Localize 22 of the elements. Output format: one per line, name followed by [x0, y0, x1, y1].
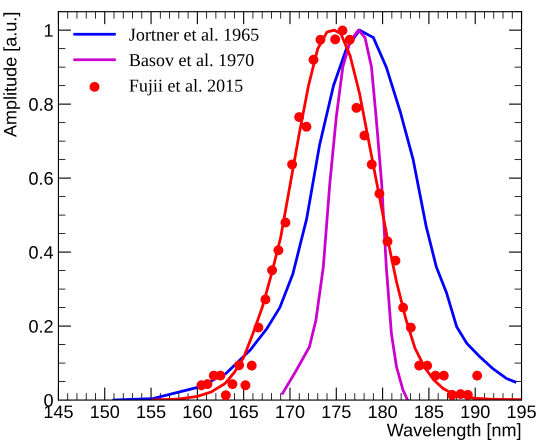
- x-tick-label: 190: [462, 405, 490, 418]
- legend-label: Jortner et al. 1965: [129, 28, 259, 41]
- x-tick-label: 165: [230, 405, 258, 418]
- legend-label: Basov et al. 1970: [129, 54, 254, 66]
- y-tick-label: 0.2: [29, 320, 53, 333]
- x-tick-label: 180: [368, 405, 397, 418]
- x-tick-label: 155: [137, 406, 166, 418]
- x-tick-label: 160: [184, 405, 212, 418]
- y-tick-label: 1: [44, 24, 53, 37]
- x-tick-label: 185: [415, 405, 444, 418]
- x-tick-label: 195: [508, 405, 536, 418]
- y-tick-label: 0: [44, 394, 53, 407]
- y-tick-label: 0.6: [29, 172, 53, 185]
- y-tick-label: 0.8: [29, 98, 53, 111]
- x-axis-title: Wavelength [nm]: [386, 423, 520, 440]
- x-tick-label: 150: [91, 405, 120, 418]
- y-tick-label: 0.4: [29, 246, 54, 259]
- x-tick-label: 145: [44, 406, 73, 418]
- y-axis-title: Amplitude [a.u.]: [3, 12, 20, 138]
- x-tick-label: 175: [322, 406, 351, 418]
- x-tick-label: 170: [276, 405, 304, 418]
- legend-label: Fujii et al. 2015: [129, 79, 242, 96]
